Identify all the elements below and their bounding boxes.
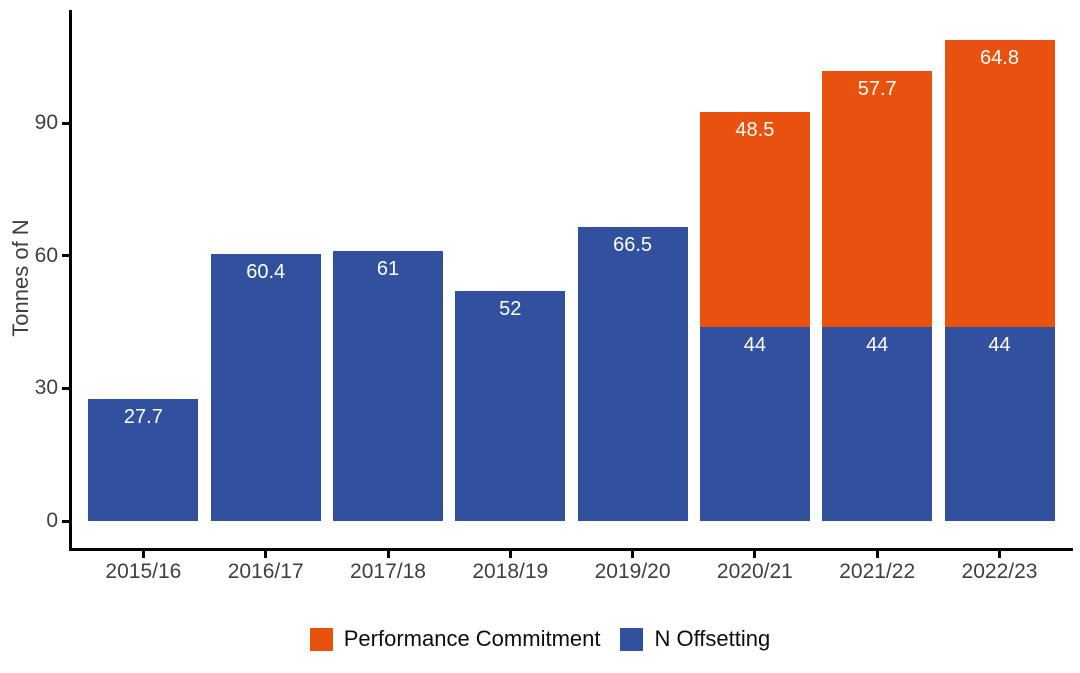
bar-value-label: 52: [499, 298, 522, 321]
bar-value-label: 60.4: [246, 261, 286, 284]
y-tick-mark: [62, 121, 69, 125]
y-tick-label: 60: [34, 243, 58, 267]
bar-segment: 60.4: [210, 254, 321, 521]
bar-segment: 66.5: [577, 227, 688, 521]
bar-segment: 61: [333, 251, 443, 521]
plot-panel: [69, 10, 1073, 551]
x-tick-mark: [631, 551, 635, 558]
bar-value-label: 66.5: [613, 234, 653, 257]
y-axis-title: Tonnes of N: [8, 219, 33, 337]
legend: Performance Commitment N Offsetting: [0, 624, 1080, 654]
x-tick-label: 2022/23: [961, 560, 1038, 583]
legend-item: Performance Commitment: [309, 626, 601, 652]
bar-value-label: 57.7: [857, 78, 897, 101]
bar-value-label: 48.5: [735, 119, 775, 142]
bar-value-label: 44: [988, 333, 1011, 356]
x-tick-label: 2016/17: [227, 560, 304, 583]
y-tick-mark: [62, 386, 69, 390]
bar-segment: 64.8: [944, 40, 1055, 327]
legend-item: N Offsetting: [620, 626, 770, 652]
bar-segment: 44: [944, 326, 1055, 521]
y-tick-label: 90: [34, 111, 58, 135]
x-tick-mark: [508, 551, 512, 558]
bar-value-label: 61: [376, 258, 400, 281]
legend-label: Performance Commitment: [343, 626, 601, 651]
x-tick-mark: [141, 551, 145, 558]
x-tick-mark: [998, 551, 1001, 558]
bar-segment: 27.7: [88, 398, 199, 521]
y-tick-mark: [62, 254, 69, 258]
x-tick-label: 2015/16: [105, 560, 182, 583]
x-tick-mark: [875, 551, 879, 558]
x-tick-label: 2019/20: [594, 560, 671, 583]
bar-segment: 44: [822, 326, 933, 521]
legend-swatch: [309, 627, 333, 651]
x-tick-label: 2018/19: [472, 560, 549, 583]
bar-segment: 52: [455, 291, 566, 521]
x-tick-label: 2021/22: [839, 560, 916, 583]
legend-label: N Offsetting: [654, 626, 771, 651]
bar-segment: 57.7: [822, 71, 933, 327]
y-tick-label: 0: [46, 509, 58, 532]
x-tick-label: 2020/21: [716, 560, 793, 583]
bar-segment: 44: [699, 326, 810, 521]
y-tick-mark: [62, 519, 69, 523]
bar-value-label: 27.7: [123, 405, 163, 428]
x-tick-mark: [264, 551, 268, 558]
legend-swatch: [620, 627, 644, 651]
x-tick-mark: [753, 551, 757, 558]
bar-segment: 48.5: [699, 112, 810, 327]
bar-value-label: 44: [743, 333, 767, 356]
x-tick-mark: [386, 551, 390, 558]
y-tick-label: 30: [34, 376, 58, 400]
bar-value-label: 44: [866, 333, 889, 356]
bar-value-label: 64.8: [980, 47, 1019, 70]
x-tick-label: 2017/18: [350, 560, 426, 583]
